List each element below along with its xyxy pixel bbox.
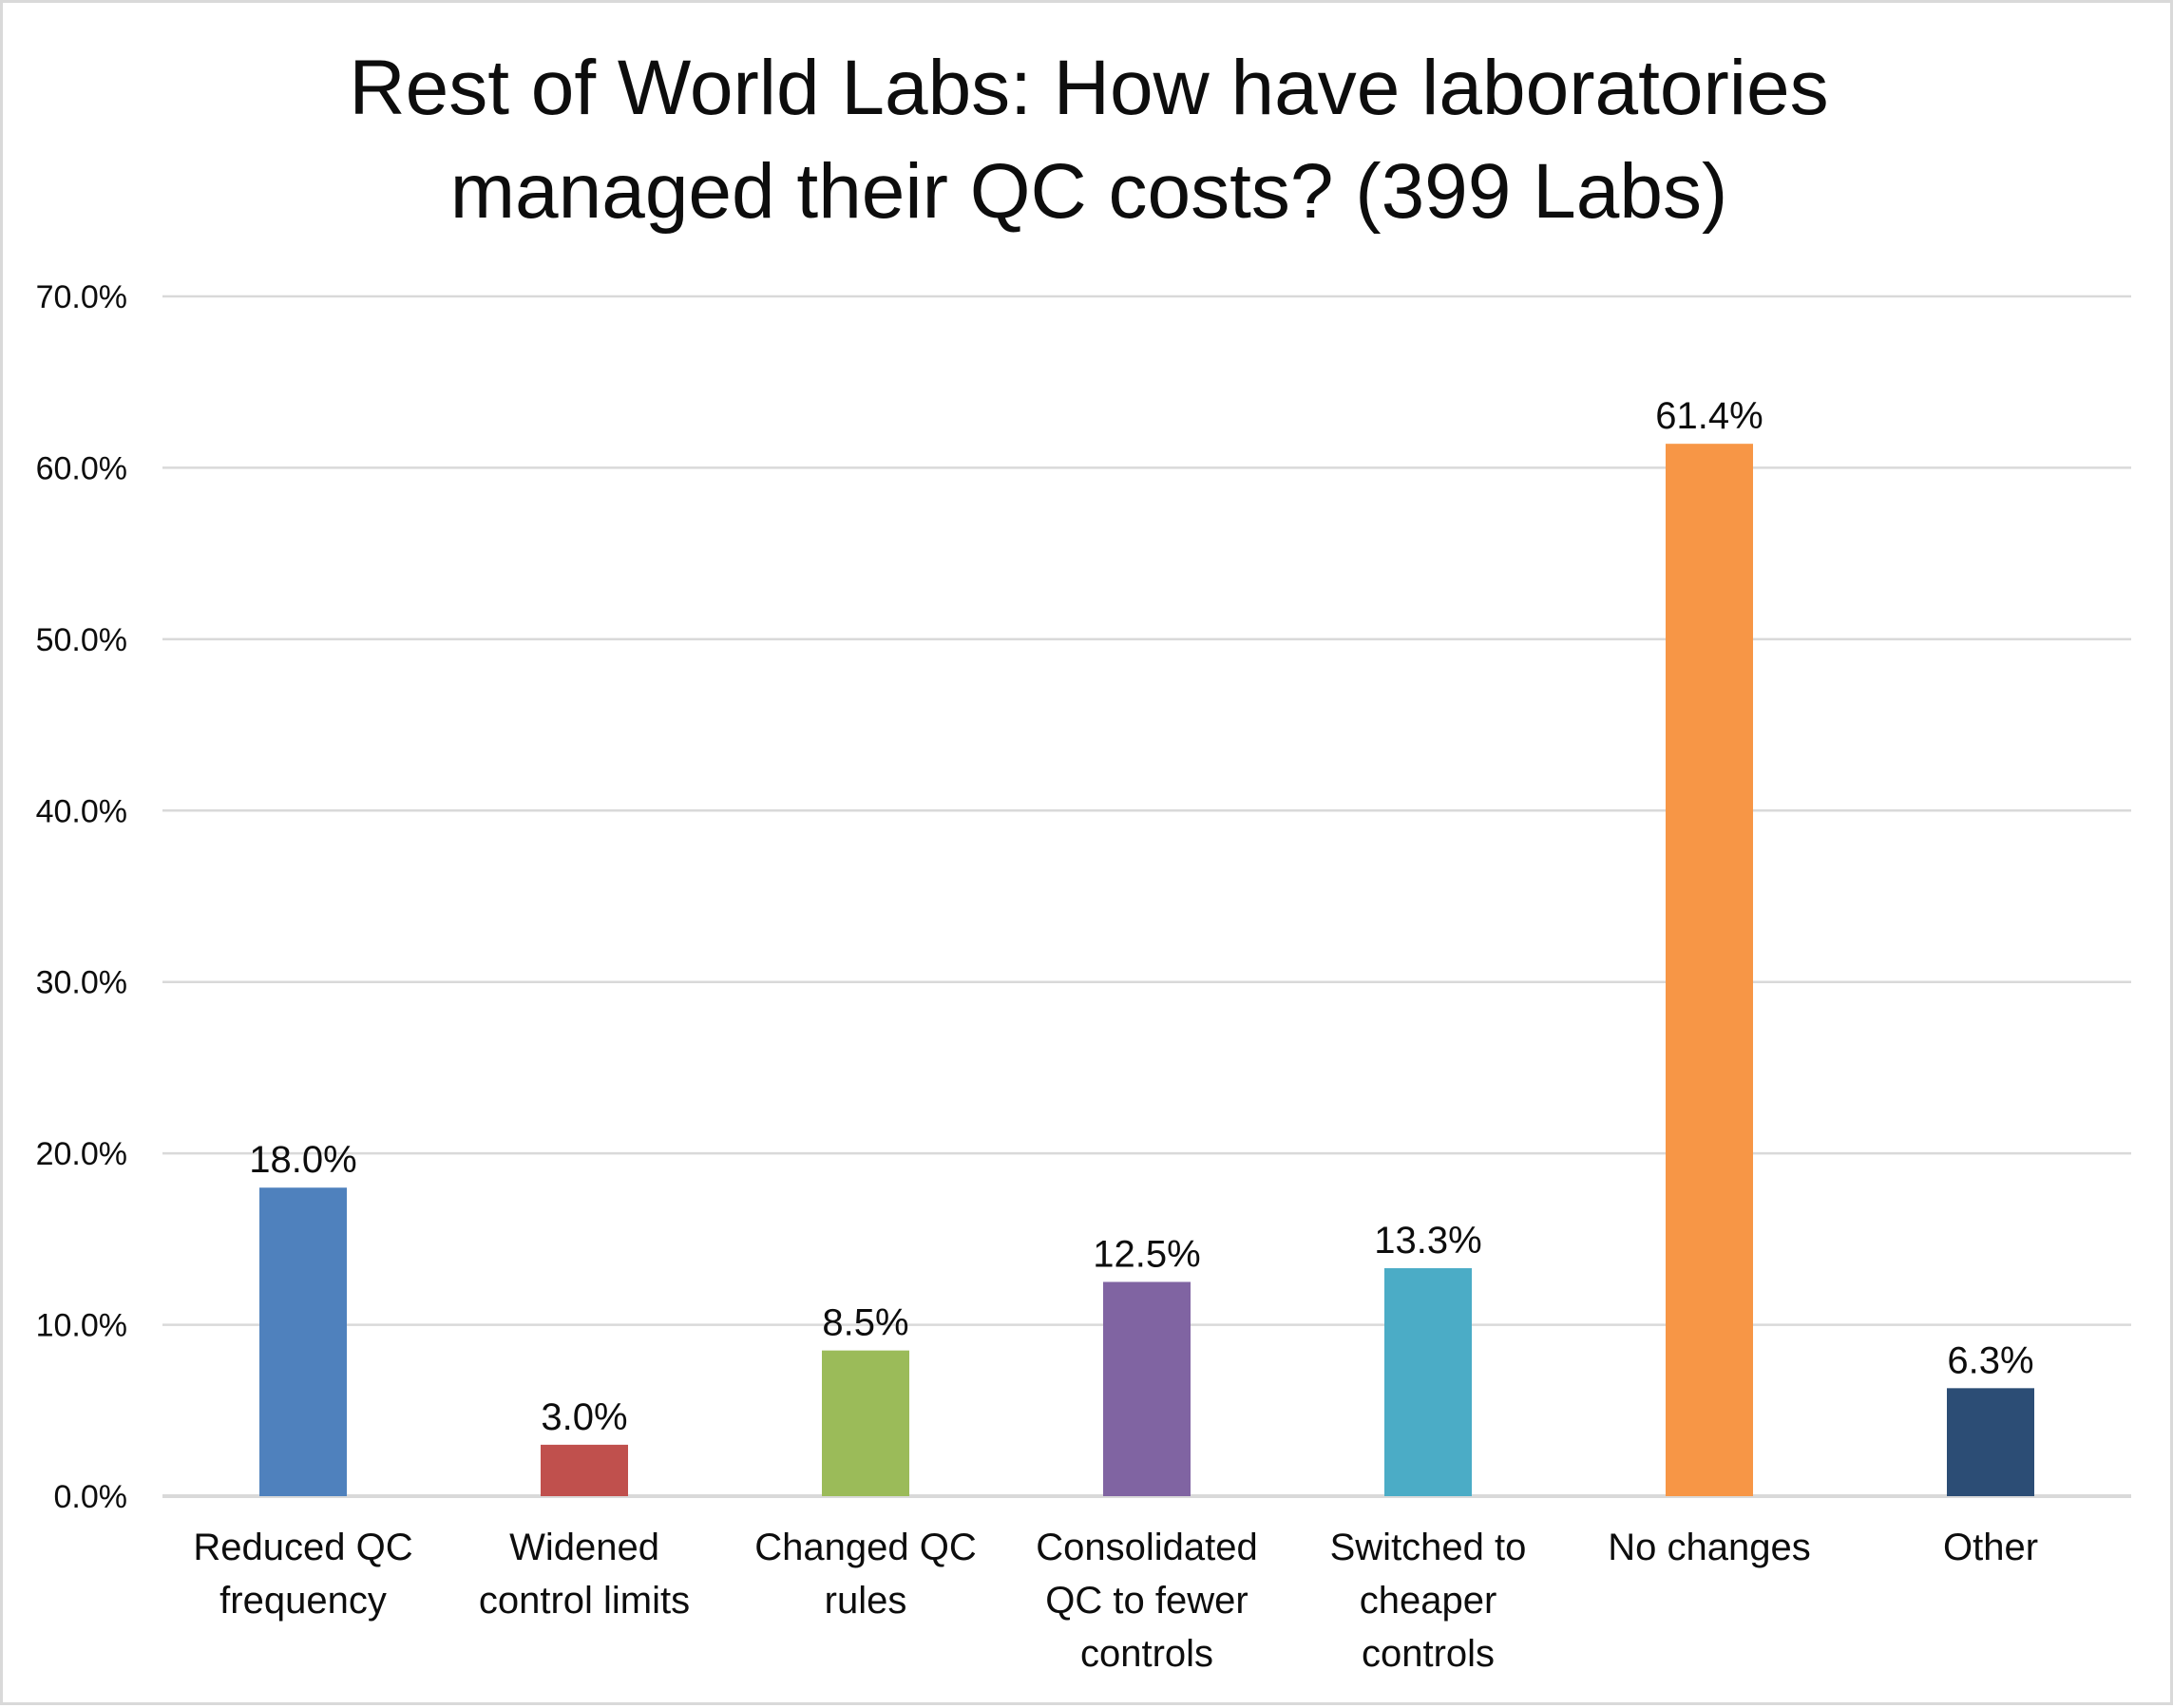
y-tick-label: 0.0%: [54, 1479, 128, 1515]
bar-chart: Rest of World Labs: How have laboratorie…: [36, 45, 2131, 1675]
bar: [1384, 1268, 1472, 1496]
bar: [541, 1444, 628, 1496]
category-label: Reduced QC: [193, 1527, 412, 1568]
chart-title-line-2: managed their QC costs? (399 Labs): [450, 148, 1728, 235]
category-label: cheaper: [1360, 1580, 1497, 1622]
category-label: rules: [825, 1580, 907, 1622]
category-label: Other: [1943, 1527, 2038, 1568]
bar: [1666, 444, 1753, 1496]
bar: [1947, 1388, 2034, 1496]
category-label: control limits: [479, 1580, 690, 1622]
category-label: controls: [1362, 1633, 1495, 1675]
data-labels: 18.0% 3.0% 8.5% 12.5% 13.3% 61.4% 6.3%: [249, 395, 2033, 1438]
y-tick-label: 30.0%: [36, 965, 127, 1001]
y-tick-label: 40.0%: [36, 793, 127, 829]
data-label: 3.0%: [541, 1396, 627, 1438]
bar: [822, 1350, 909, 1496]
data-label: 8.5%: [822, 1302, 908, 1344]
chart-title-line-1: Rest of World Labs: How have laboratorie…: [349, 45, 1828, 131]
y-axis-ticks: 0.0% 10.0% 20.0% 30.0% 40.0% 50.0% 60.0% 70.0%: [36, 279, 127, 1515]
data-label: 18.0%: [249, 1139, 356, 1181]
category-label: Consolidated: [1036, 1527, 1258, 1568]
bar: [259, 1187, 347, 1496]
category-label: No changes: [1608, 1527, 1810, 1568]
bars: [259, 444, 2034, 1496]
y-tick-label: 20.0%: [36, 1136, 127, 1172]
data-label: 13.3%: [1374, 1220, 1481, 1262]
gridlines: [162, 294, 2131, 1498]
category-label: QC to fewer: [1045, 1580, 1248, 1622]
category-label: controls: [1080, 1633, 1213, 1675]
category-label: Switched to: [1330, 1527, 1527, 1568]
x-axis-categories: Reduced QC frequency Widened control limits…: [193, 1527, 2038, 1675]
data-label: 61.4%: [1655, 395, 1763, 437]
y-tick-label: 60.0%: [36, 450, 127, 486]
category-label: Changed QC: [754, 1527, 976, 1568]
y-tick-label: 10.0%: [36, 1308, 127, 1344]
chart-title: Rest of World Labs: How have laboratorie…: [349, 45, 1828, 235]
y-tick-label: 50.0%: [36, 622, 127, 658]
y-tick-label: 70.0%: [36, 279, 127, 315]
bar: [1103, 1281, 1191, 1496]
data-label: 12.5%: [1093, 1233, 1200, 1275]
category-label: Widened: [509, 1527, 659, 1568]
data-label: 6.3%: [1947, 1339, 2033, 1381]
category-label: frequency: [219, 1580, 387, 1622]
